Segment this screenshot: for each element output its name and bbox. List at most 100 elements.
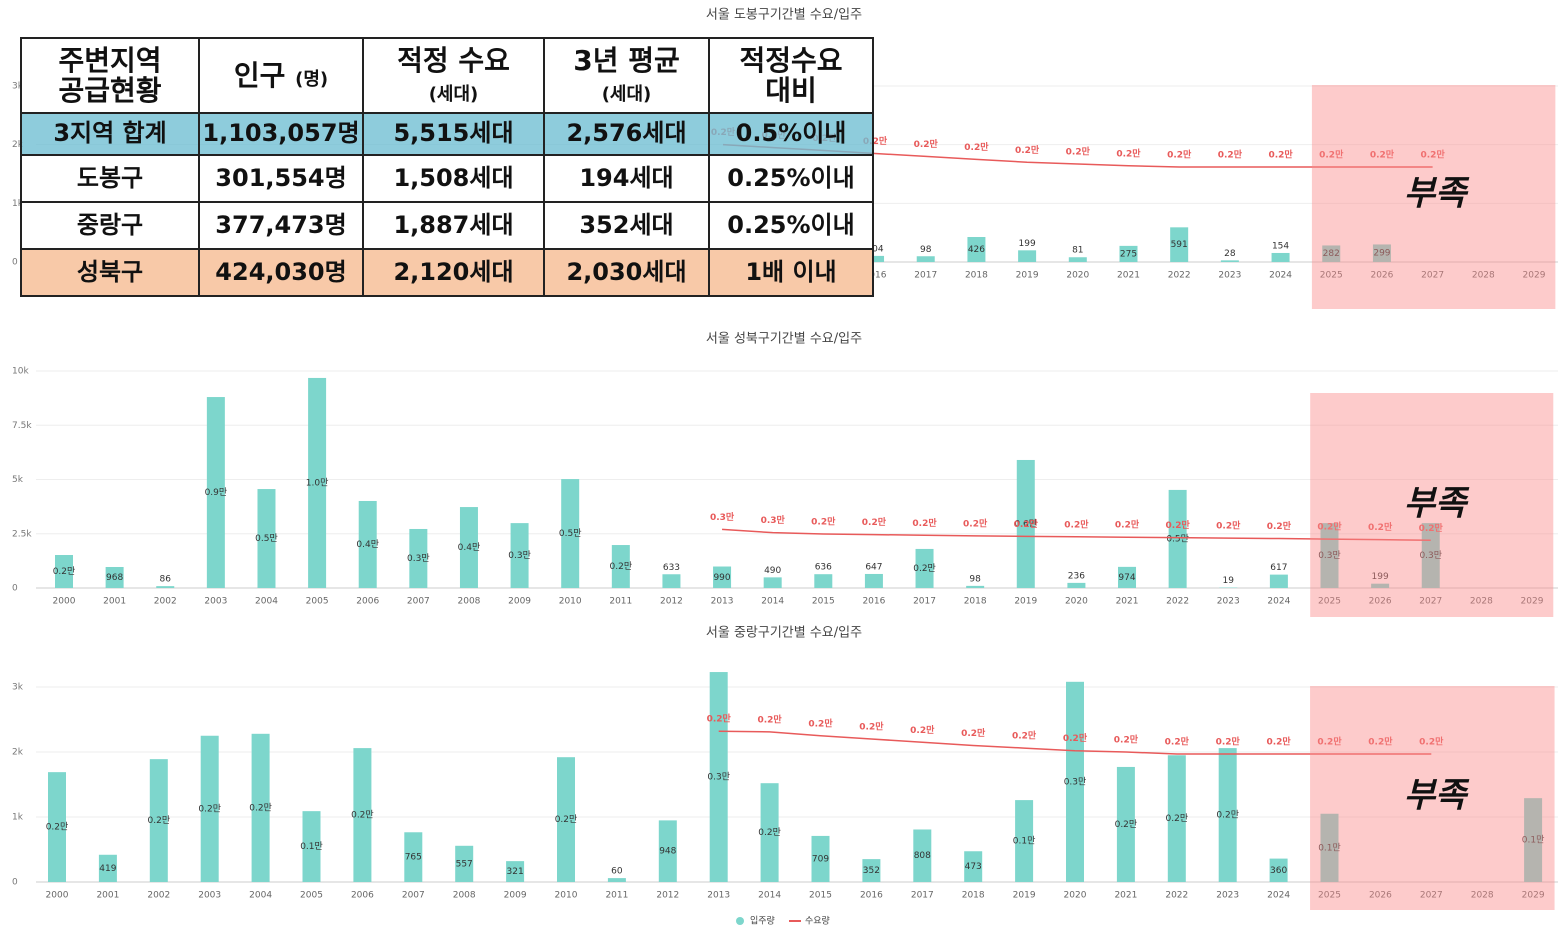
y-tick-label: 0 [12, 878, 18, 888]
header-cell: 적정 수요 (세대) [362, 37, 545, 114]
bar [1067, 582, 1086, 588]
bar-label: 0.2만 [148, 815, 171, 826]
line-label: 0.2만 [1114, 734, 1139, 746]
x-tick-label: 2023 [1218, 271, 1241, 281]
x-tick-label: 2013 [711, 597, 734, 607]
bar-label: 0.9만 [205, 487, 228, 498]
x-tick-label: 2000 [53, 597, 76, 607]
line-label: 0.2만 [1216, 735, 1241, 747]
bar-label: 352 [863, 866, 880, 876]
x-tick-label: 2019 [1013, 891, 1036, 901]
bar [1066, 681, 1084, 882]
table-row: 중랑구 377,473명 1,887세대 352세대 0.25%이내 [20, 201, 874, 250]
line-label: 0.2만 [1012, 730, 1037, 742]
bar-label: 617 [1270, 563, 1287, 573]
table-cell: 1,887세대 [362, 201, 545, 250]
bar [811, 835, 830, 882]
x-tick-label: 2008 [453, 891, 476, 901]
x-tick-label: 2016 [862, 597, 885, 607]
x-tick-label: 2026 [1369, 597, 1392, 607]
bar [1116, 766, 1135, 882]
bar [561, 479, 580, 588]
bar-label: 0.3만 [1064, 776, 1087, 787]
header-text: 인구 [233, 58, 286, 92]
x-tick-label: 2025 [1320, 271, 1343, 281]
bar [455, 845, 474, 882]
line-label: 0.2만 [1116, 147, 1141, 159]
table-cell: 도봉구 [20, 154, 200, 203]
y-tick-label: 2k [12, 140, 24, 150]
bar-label: 236 [1068, 571, 1085, 581]
bar [149, 759, 168, 882]
line-label: 0.2만 [757, 713, 782, 725]
x-tick-label: 2001 [103, 597, 126, 607]
line-label: 0.2만 [914, 138, 939, 150]
x-tick-label: 2017 [914, 271, 937, 281]
table-row: 성북구 424,030명 2,120세대 2,030세대 1배 이내 [20, 248, 874, 297]
bar-label: 199 [1372, 572, 1389, 582]
bar-label: 0.3만 [508, 550, 531, 561]
bar-label: 28 [1224, 249, 1236, 259]
demand-line [722, 528, 1431, 542]
legend-swatch [736, 917, 744, 925]
x-tick-label: 2029 [1523, 271, 1546, 281]
x-tick-label: 2009 [504, 891, 527, 901]
bar-label: 0.2만 [53, 566, 76, 577]
bar-label: 974 [1118, 573, 1135, 583]
x-tick-label: 2000 [46, 891, 69, 901]
x-tick-label: 2009 [508, 597, 531, 607]
bar-label: 282 [1323, 249, 1340, 259]
y-tick-label: 7.5k [12, 421, 32, 431]
bar-label: 0.2만 [1115, 819, 1138, 830]
line-label: 0.2만 [1419, 735, 1444, 747]
bar-label: 473 [965, 862, 982, 872]
x-tick-label: 2017 [913, 597, 936, 607]
bar-label: 0.2만 [913, 563, 936, 574]
bar [510, 523, 529, 588]
bar [409, 528, 428, 588]
x-tick-label: 2024 [1269, 271, 1292, 281]
x-tick-label: 2004 [249, 891, 272, 901]
bar [302, 811, 321, 882]
x-tick-label: 2017 [911, 891, 934, 901]
bar-label: 0.1만 [1522, 835, 1545, 846]
shade-zone [1310, 686, 1555, 910]
x-tick-label: 2020 [1065, 597, 1088, 607]
bar-label: 0.2만 [1216, 810, 1239, 821]
bar-label: 0.2만 [610, 561, 633, 572]
bar-label: 321 [507, 867, 524, 877]
line-label: 0.2만 [862, 516, 887, 528]
x-tick-label: 2011 [605, 891, 628, 901]
legend-label: 수요량 [805, 915, 830, 927]
header-text: 공급현황 [58, 73, 162, 107]
bar [662, 574, 681, 588]
chart-title: 서울 성북구기간별 수요/입주 [706, 332, 862, 347]
line-label: 0.2만 [1218, 148, 1243, 160]
annotation: 부족 [1404, 484, 1470, 524]
shade-zone [1311, 85, 1556, 309]
bar [459, 507, 478, 588]
x-tick-label: 2015 [809, 891, 832, 901]
x-tick-label: 2019 [1014, 597, 1037, 607]
line-label: 0.2만 [808, 717, 833, 729]
x-tick-label: 2007 [407, 597, 430, 607]
bar [353, 748, 372, 882]
bar [1170, 227, 1189, 262]
x-tick-label: 2022 [1166, 597, 1189, 607]
table-cell: 1,508세대 [362, 154, 545, 203]
bar-label: 275 [1120, 249, 1137, 259]
line-label: 0.2만 [1370, 148, 1395, 160]
chart-title: 서울 도봉구기간별 수요/입주 [706, 8, 862, 23]
x-tick-label: 2020 [1066, 271, 1089, 281]
x-tick-label: 2006 [351, 891, 374, 901]
bar [916, 256, 935, 262]
bar-label: 0.2만 [758, 827, 781, 838]
supply-table: 주변지역 공급현황 인구 (명) 적정 수요 (세대) 3년 평균 (세대) 적정수요… [20, 37, 874, 297]
bar-label: 81 [1072, 246, 1083, 256]
bar [814, 574, 833, 588]
x-tick-label: 2021 [1116, 597, 1139, 607]
bar [760, 783, 779, 882]
x-tick-label: 2016 [860, 891, 883, 901]
